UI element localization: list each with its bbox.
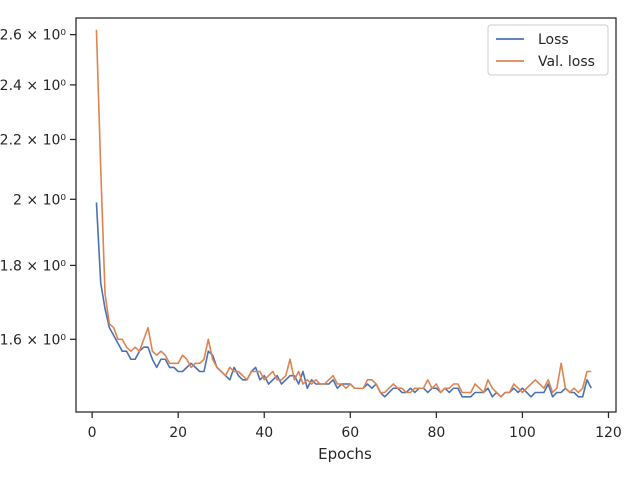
y-tick-label: 2.4 × 10⁰	[0, 78, 66, 94]
x-axis-label: Epochs	[318, 445, 372, 463]
x-tick-label: 60	[341, 425, 359, 441]
y-tick-label: 2 × 10⁰	[13, 192, 66, 208]
legend-label: Loss	[538, 32, 569, 48]
x-tick-label: 0	[88, 425, 97, 441]
x-tick-label: 80	[427, 425, 445, 441]
x-tick-label: 40	[255, 425, 273, 441]
x-tick-label: 120	[595, 425, 622, 441]
plot-frame	[75, 17, 617, 413]
legend: Loss Val. loss	[487, 24, 609, 76]
series-layer	[95, 29, 592, 398]
x-tick-label: 20	[169, 425, 187, 441]
y-tick-label: 1.6 × 10⁰	[0, 332, 66, 348]
x-tick-label: 100	[509, 425, 536, 441]
y-tick-label: 2.2 × 10⁰	[0, 132, 66, 148]
y-axis: 1.6 × 10⁰ 1.8 × 10⁰ 2 × 10⁰ 2.2 × 10⁰ 2.4 × …	[0, 28, 76, 348]
plot-area	[75, 17, 617, 413]
y-tick-label: 2.6 × 10⁰	[0, 28, 66, 44]
x-axis: 0 20 40 60 80 100 120	[88, 412, 622, 441]
legend-label: Val. loss	[538, 54, 595, 70]
y-tick-label: 1.8 × 10⁰	[0, 258, 66, 274]
series-line-val-loss	[95, 29, 592, 398]
legend-box	[487, 24, 609, 76]
